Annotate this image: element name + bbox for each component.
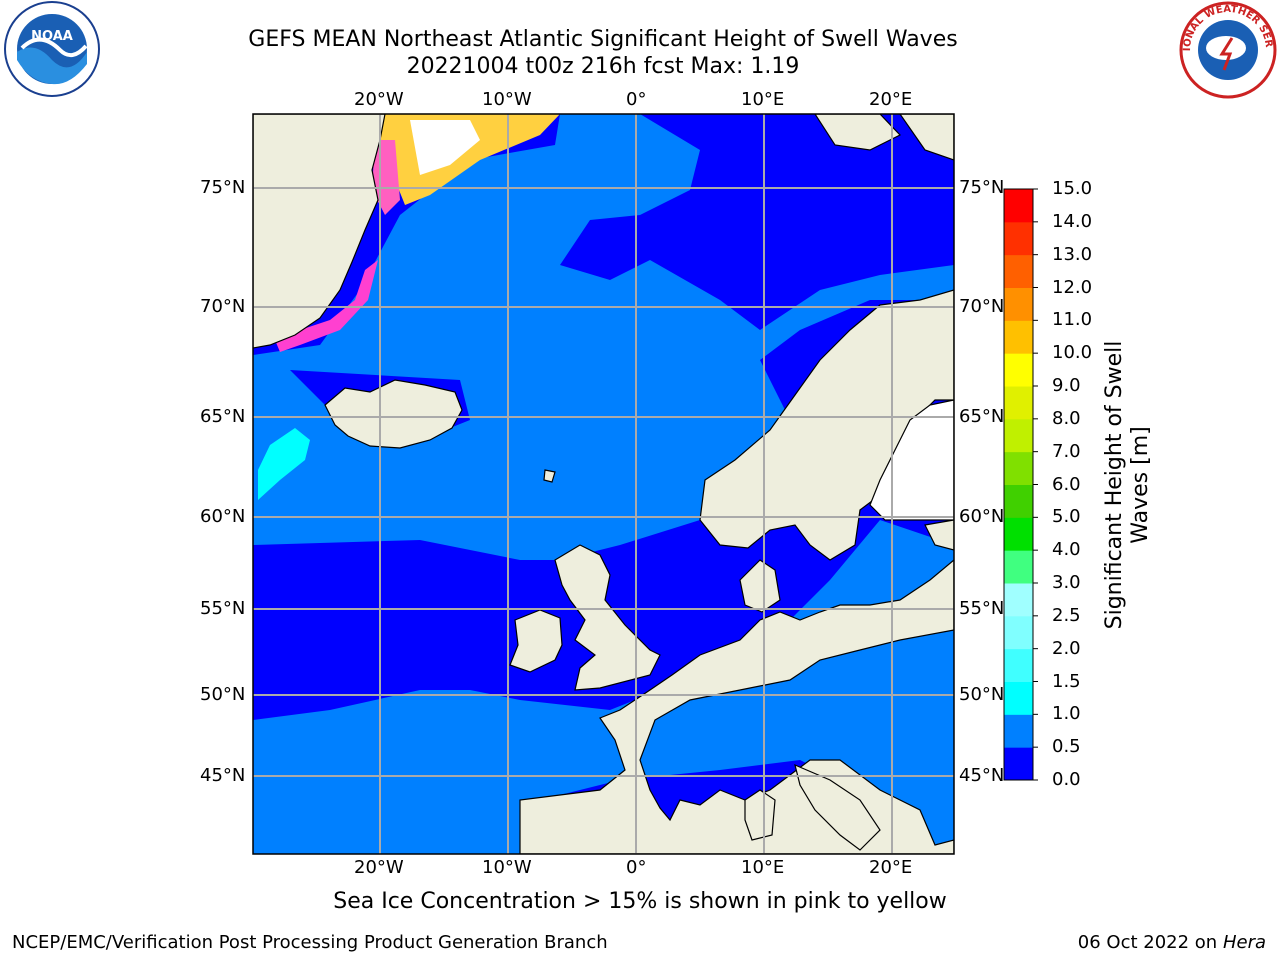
colorbar-segment <box>1004 583 1033 617</box>
lat-label-left: 55°N <box>200 598 246 619</box>
noaa-logo-text: NOAA <box>31 29 73 44</box>
colorbar-tick-label: 7.0 <box>1052 440 1081 462</box>
colorbar-tick-label: 0.5 <box>1052 736 1081 758</box>
finland <box>924 519 954 551</box>
lat-label-left: 75°N <box>200 177 246 198</box>
colorbar-segment <box>1004 615 1033 650</box>
colorbar-title: Significant Height of Swell Waves [m] <box>1102 341 1154 630</box>
colorbar-frame <box>1003 188 1034 781</box>
footer-branch: NCEP/EMC/Verification Post Processing Pr… <box>12 932 608 953</box>
lat-label-right: 70°N <box>959 296 1005 317</box>
lon-label-top: 20°E <box>869 89 913 110</box>
colorbar-segment <box>1004 386 1033 420</box>
colorbar-tick-label: 10.0 <box>1052 342 1093 364</box>
colorbar-title-line2: Waves [m] <box>1128 426 1153 544</box>
colorbar-segment <box>1004 451 1033 485</box>
continental-europe <box>519 559 954 854</box>
colorbar-tick-label: 2.5 <box>1052 604 1081 626</box>
colorbar-segment <box>1004 320 1033 354</box>
lat-label-left: 70°N <box>200 296 246 317</box>
map-frame <box>252 113 955 855</box>
colorbar-tick-label: 8.0 <box>1052 407 1081 429</box>
iceland <box>324 379 463 449</box>
map-area <box>253 114 954 854</box>
swell-low-barents <box>560 114 954 330</box>
colorbar-segment <box>1004 714 1033 748</box>
ireland <box>509 609 563 673</box>
lat-label-right: 45°N <box>959 765 1005 786</box>
colorbar-segment <box>1004 189 1033 223</box>
colorbar <box>1004 188 1038 781</box>
lon-label-top: 10°E <box>741 89 785 110</box>
sea-ice-note: Sea Ice Concentration > 15% is shown in … <box>333 889 947 914</box>
corsica-sardinia <box>744 789 776 841</box>
sea-ice-yellow <box>360 114 560 205</box>
footer-host: Hera <box>1222 932 1266 953</box>
lat-label-right: 75°N <box>959 177 1005 198</box>
lat-label-right: 60°N <box>959 506 1005 527</box>
colorbar-tick-label: 1.5 <box>1052 670 1081 692</box>
lon-label-top: 10°W <box>482 89 532 110</box>
colorbar-tick-label: 3.0 <box>1052 572 1081 593</box>
lat-label-right: 50°N <box>959 684 1005 705</box>
colorbar-tick-label: 1.0 <box>1052 703 1081 725</box>
colorbar-tick-label: 15.0 <box>1052 178 1093 199</box>
lon-label-bottom: 20°E <box>869 857 913 878</box>
colorbar-tick-label: 9.0 <box>1052 375 1081 396</box>
colorbar-title-line1: Significant Height of Swell <box>1102 340 1127 630</box>
colorbar-tick-label: 11.0 <box>1052 309 1093 331</box>
colorbar-tick-label: 0.0 <box>1052 769 1081 790</box>
footer-date-text: 06 Oct 2022 on <box>1077 932 1223 953</box>
lat-label-left: 60°N <box>200 506 246 527</box>
chart-subtitle: 20221004 t00z 216h fcst Max: 1.19 <box>406 54 800 79</box>
great-britain <box>554 544 661 691</box>
colorbar-tick-label: 6.0 <box>1052 473 1081 495</box>
lon-label-bottom: 10°W <box>482 857 532 878</box>
colorbar-tick-label: 5.0 <box>1052 506 1081 528</box>
lon-label-bottom: 20°W <box>354 857 404 878</box>
noaa-logo: NOAA <box>4 1 100 97</box>
colorbar-segment <box>1004 681 1033 715</box>
colorbar-tick-label: 2.0 <box>1052 637 1081 659</box>
lon-label-bottom: 10°E <box>741 857 785 878</box>
sea-ice-white <box>410 120 480 175</box>
footer-date: 06 Oct 2022 on Hera <box>1078 932 1266 953</box>
lat-label-right: 65°N <box>959 406 1005 427</box>
colorbar-tick-label: 14.0 <box>1052 210 1093 232</box>
colorbar-segment <box>1004 353 1033 387</box>
lat-label-left: 50°N <box>200 684 246 705</box>
colorbar-segment <box>1004 648 1033 682</box>
colorbar-segment <box>1004 418 1033 453</box>
nws-logo: NATIONAL WEATHER SERVICE <box>1176 0 1277 99</box>
graticule <box>253 114 954 854</box>
faroe-islands <box>543 469 556 483</box>
swell-cyan-patch <box>258 428 310 500</box>
denmark <box>739 559 781 613</box>
lat-label-left: 45°N <box>200 765 246 786</box>
colorbar-segment <box>1004 550 1033 584</box>
lon-label-top: 0° <box>626 89 647 110</box>
lat-label-right: 55°N <box>959 598 1005 619</box>
colorbar-segment <box>1004 254 1033 288</box>
svalbard <box>814 114 901 151</box>
colorbar-segment <box>1004 484 1033 518</box>
franz-josef <box>899 114 954 161</box>
chart-title: GEFS MEAN Northeast Atlantic Significant… <box>248 27 958 52</box>
italy <box>794 763 881 851</box>
colorbar-segment <box>1004 747 1033 781</box>
colorbar-tick-label: 13.0 <box>1052 243 1093 265</box>
colorbar-segment <box>1004 287 1033 321</box>
lon-label-top: 20°W <box>354 89 404 110</box>
colorbar-tick-label: 4.0 <box>1052 539 1081 561</box>
colorbar-segment <box>1004 517 1033 551</box>
lat-label-left: 65°N <box>200 406 246 427</box>
colorbar-tick-label: 12.0 <box>1052 276 1093 298</box>
colorbar-segment <box>1004 221 1033 256</box>
lon-label-bottom: 0° <box>626 857 647 878</box>
